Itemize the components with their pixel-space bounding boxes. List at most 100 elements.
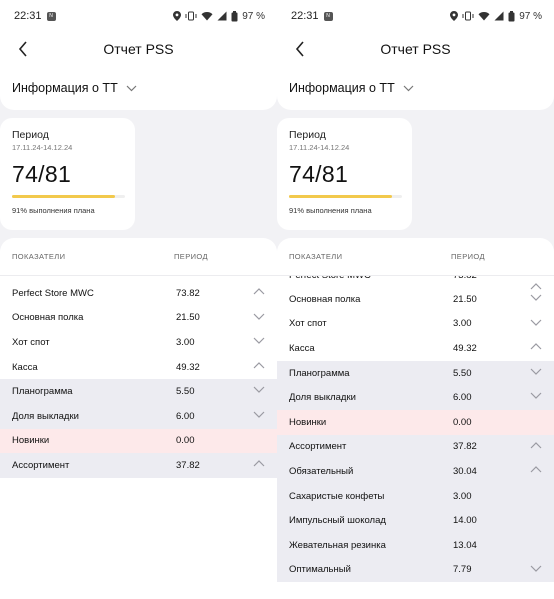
row-value: 13.04 (453, 539, 477, 551)
signal-icon (217, 11, 227, 21)
screen-right: 22:31 N 97 % Отчет PSS Информация о ТТ П… (277, 0, 554, 599)
plan-progress-fill (12, 195, 115, 198)
period-label: Период (12, 129, 49, 141)
row-value: 6.00 (453, 392, 472, 404)
row-label: Планограмма (12, 386, 73, 398)
row-value: 5.50 (176, 386, 195, 398)
row-value: 7.79 (453, 564, 472, 576)
table-row[interactable]: Perfect Store MWC 73.82 (277, 275, 554, 290)
period-score: 74/81 (12, 161, 72, 187)
table-row[interactable]: Perfect Store MWC 73.82 (0, 281, 277, 306)
table-row[interactable]: Планограмма 5.50 (277, 360, 554, 386)
plan-completion-note: 91% выполнения плана (12, 206, 95, 215)
chevron-up-icon[interactable] (253, 460, 265, 468)
period-card: Период 17.11.24-14.12.24 74/81 91% выпол… (0, 118, 135, 230)
table-row[interactable]: Хот спот 3.00 (277, 312, 554, 337)
column-period: ПЕРИОД (174, 251, 208, 261)
chevron-down-icon[interactable] (253, 337, 265, 345)
chevron-down-icon[interactable] (253, 313, 265, 321)
table-row[interactable]: Касса 49.32 (0, 355, 277, 380)
app-notification-icon: N (46, 11, 56, 21)
column-period: ПЕРИОД (451, 251, 485, 261)
chevron-down-icon[interactable] (253, 386, 265, 394)
chevron-down-icon[interactable] (530, 392, 542, 400)
row-value: 37.82 (176, 459, 200, 471)
chevron-up-icon[interactable] (253, 361, 265, 370)
table-row[interactable]: Планограмма 5.50 (0, 379, 277, 404)
chevron-up-icon[interactable] (253, 288, 265, 296)
back-button[interactable] (10, 36, 36, 62)
row-label: Perfect Store MWC (289, 275, 371, 281)
row-label: Хот спот (12, 336, 50, 348)
vibrate-icon (462, 11, 474, 21)
chevron-down-icon[interactable] (530, 368, 542, 376)
table-row: Новинки 0.00 (0, 428, 277, 454)
row-value: 0.00 (176, 435, 195, 447)
table-row[interactable]: Доля выкладки 6.00 (0, 403, 277, 429)
store-info-dropdown[interactable]: Информация о ТТ (0, 66, 277, 110)
row-value: 73.82 (453, 275, 477, 281)
table-row[interactable]: Хот спот 3.00 (0, 330, 277, 355)
row-value: 3.00 (176, 336, 195, 348)
page-title: Отчет PSS (380, 41, 451, 57)
table-row[interactable]: Оптимальный 7.79 (277, 557, 554, 583)
row-label: Касса (12, 361, 38, 373)
row-label: Планограмма (289, 367, 350, 379)
battery-icon (508, 10, 515, 21)
chevron-up-icon[interactable] (530, 343, 542, 351)
row-value: 49.32 (453, 342, 477, 354)
vibrate-icon (185, 11, 197, 21)
chevron-down-icon[interactable] (253, 411, 265, 419)
row-label: Оптимальный (289, 564, 351, 576)
table-row[interactable]: Основная полка 21.50 (277, 287, 554, 312)
table-row[interactable]: Основная полка 21.50 (0, 306, 277, 331)
location-icon (450, 11, 459, 21)
row-label: Новинки (12, 435, 50, 447)
chevron-left-icon (18, 41, 27, 57)
signal-icon (494, 11, 504, 21)
period-score: 74/81 (289, 161, 349, 187)
plan-progress-fill (289, 195, 392, 198)
table-row: Сахаристые конфеты 3.00 (277, 483, 554, 509)
table-row[interactable]: Доля выкладки 6.00 (277, 385, 554, 410)
row-label: Доля выкладки (289, 392, 356, 404)
chevron-up-icon[interactable] (530, 441, 542, 450)
chevron-down-icon (126, 85, 137, 91)
plan-progress-bar (12, 195, 125, 198)
indicators-table: ПОКАЗАТЕЛИ ПЕРИОД Perfect Store MWC 73.82… (277, 238, 554, 599)
column-indicators: ПОКАЗАТЕЛИ (12, 251, 66, 261)
back-button[interactable] (287, 36, 313, 62)
battery-icon (231, 10, 238, 21)
table-row[interactable]: Касса 49.32 (277, 336, 554, 361)
table-row[interactable]: Ассортимент 37.82 (0, 453, 277, 478)
status-bar: 22:31 N 97 % (277, 0, 554, 32)
table-row[interactable]: Ассортимент 37.82 (277, 434, 554, 460)
chevron-down-icon[interactable] (530, 565, 542, 573)
table-row: Новинки 0.00 (277, 409, 554, 435)
chevron-down-icon[interactable] (530, 319, 542, 327)
table-rows: Perfect Store MWC 73.82 Основная полка 21.5… (277, 275, 554, 599)
wifi-icon (478, 12, 490, 21)
row-label: Импульсный шоколад (289, 515, 386, 527)
chevron-left-icon (295, 41, 304, 57)
page-title: Отчет PSS (103, 41, 174, 57)
row-value: 21.50 (453, 293, 477, 305)
screen-left: 22:31 N 97 % Отчет PSS Информация о ТТ П… (0, 0, 277, 599)
table-header: ПОКАЗАТЕЛИ ПЕРИОД (277, 238, 554, 274)
chevron-up-icon[interactable] (530, 466, 542, 474)
table-row: Жевательная резинка 13.04 (277, 532, 554, 558)
row-label: Жевательная резинка (289, 539, 386, 551)
chevron-down-icon[interactable] (530, 294, 542, 302)
period-dates: 17.11.24-14.12.24 (12, 143, 73, 152)
store-info-label: Информация о ТТ (289, 81, 395, 95)
row-label: Касса (289, 342, 315, 354)
chevron-up-icon[interactable] (530, 283, 542, 291)
table-row[interactable]: Обязательный 30.04 (277, 459, 554, 484)
row-label: Основная полка (289, 293, 361, 305)
wifi-icon (201, 12, 213, 21)
row-value: 3.00 (453, 318, 472, 330)
row-value: 37.82 (453, 441, 477, 453)
table-header: ПОКАЗАТЕЛИ ПЕРИОД (0, 238, 277, 274)
period-label: Период (289, 129, 326, 141)
store-info-dropdown[interactable]: Информация о ТТ (277, 66, 554, 110)
